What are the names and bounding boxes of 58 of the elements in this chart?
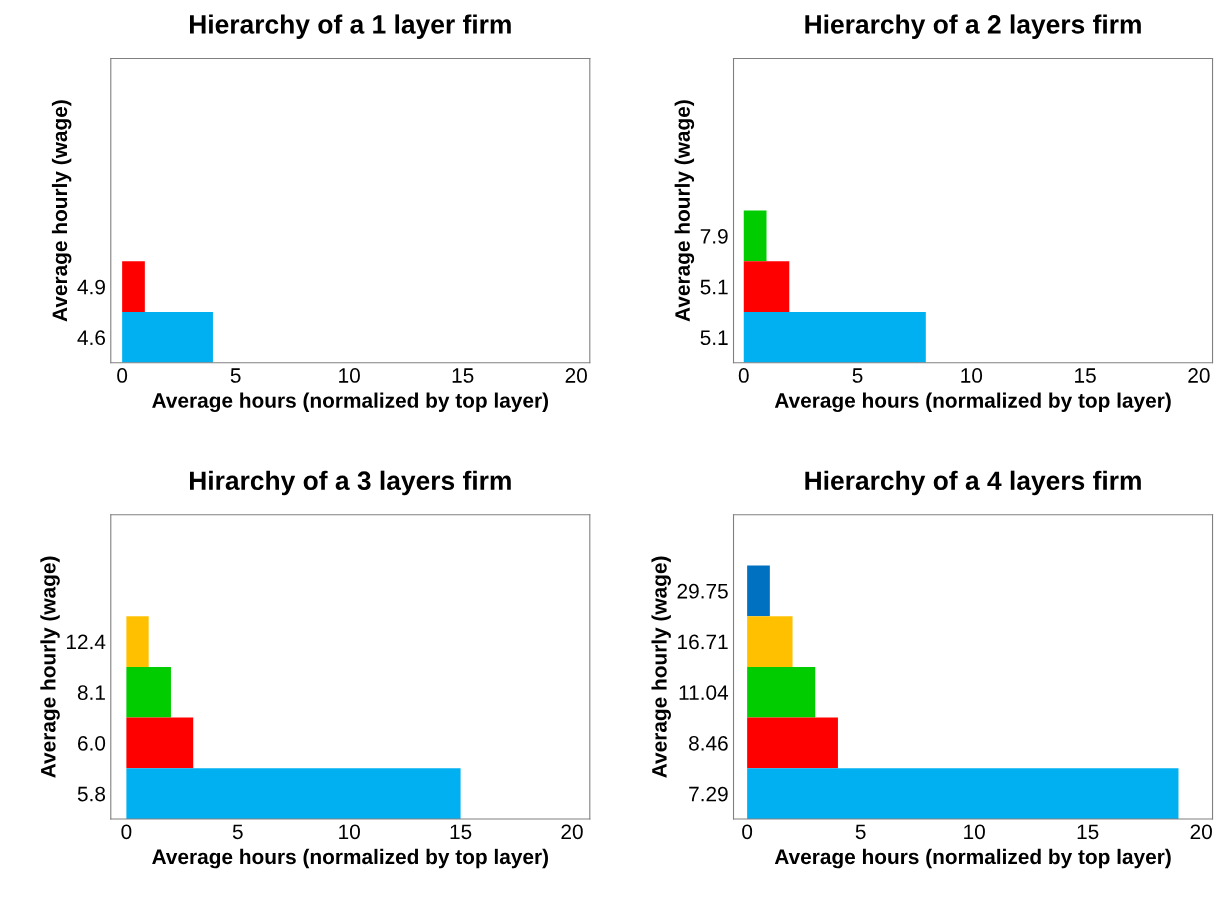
- y-tick-label: 5.1: [700, 279, 728, 295]
- bar: [743, 210, 767, 262]
- bar: [747, 768, 1179, 819]
- y-tick-label: 5.8: [77, 786, 106, 802]
- x-tick-label: 15: [1075, 368, 1096, 383]
- x-axis-title: Average hours (normalized by top layer): [774, 392, 1171, 413]
- bar: [747, 717, 838, 769]
- y-tick-label: 6.0: [78, 735, 106, 751]
- bar: [743, 261, 790, 312]
- chart-title: Hierarchy of a 2 layers firm: [805, 14, 1141, 39]
- x-tick-label: 15: [450, 824, 472, 840]
- x-tick-label: 15: [1077, 824, 1099, 840]
- bar: [126, 666, 171, 718]
- x-tick-label: 5: [230, 368, 241, 383]
- y-axis-title: Average hourly (wage): [51, 100, 72, 322]
- x-tick-label: 0: [121, 824, 132, 840]
- bar: [126, 616, 149, 667]
- y-tick-label: 4.6: [77, 330, 106, 346]
- bar: [747, 565, 770, 617]
- x-tick-label: 0: [742, 824, 753, 840]
- y-tick-label: 11.04: [679, 685, 729, 700]
- x-tick-label: 10: [964, 824, 985, 840]
- x-tick-label: 10: [961, 368, 983, 383]
- y-tick-label: 5.1: [700, 330, 728, 346]
- x-tick-label: 20: [565, 368, 587, 383]
- x-axis-title: Average hours (normalized by top layer): [774, 848, 1171, 869]
- y-tick-label: 7.9: [700, 228, 728, 244]
- y-tick-label: 12.4: [66, 634, 106, 650]
- x-tick-label: 0: [117, 368, 128, 383]
- bar: [126, 717, 194, 769]
- chart-title: Hirarchy of a 3 layers firm: [190, 470, 511, 496]
- y-tick-label: 8.46: [689, 735, 728, 751]
- x-tick-label: 5: [232, 824, 243, 840]
- y-axis-title: Average hourly (wage): [651, 556, 671, 778]
- x-tick-label: 5: [855, 824, 866, 840]
- bar: [747, 616, 793, 667]
- y-tick-label: 8.1: [77, 685, 105, 700]
- chart-title: Hierarchy of a 4 layers firm: [805, 470, 1141, 496]
- x-axis-title: Average hours (normalized by top layer): [152, 392, 549, 413]
- y-tick-label: 16.71: [678, 634, 728, 650]
- y-tick-label: 4.9: [77, 279, 105, 295]
- x-tick-label: 5: [852, 368, 863, 383]
- x-tick-label: 0: [738, 368, 749, 383]
- x-tick-label: 20: [561, 824, 583, 840]
- bar: [747, 666, 816, 718]
- x-tick-label: 15: [452, 368, 474, 383]
- x-tick-label: 10: [339, 368, 360, 383]
- y-tick-label: 29.75: [677, 583, 728, 599]
- bar: [126, 768, 461, 819]
- bar: [743, 312, 926, 363]
- x-tick-label: 10: [339, 824, 360, 840]
- y-tick-label: 7.29: [689, 786, 728, 802]
- chart-title: Hierarchy of a 1 layer firm: [190, 14, 511, 39]
- y-axis-title: Average hourly (wage): [40, 556, 60, 778]
- x-tick-label: 20: [1190, 824, 1212, 840]
- x-axis-title: Average hours (normalized by top layer): [152, 848, 549, 869]
- x-tick-label: 20: [1188, 368, 1210, 383]
- y-axis-title: Average hourly (wage): [674, 100, 695, 322]
